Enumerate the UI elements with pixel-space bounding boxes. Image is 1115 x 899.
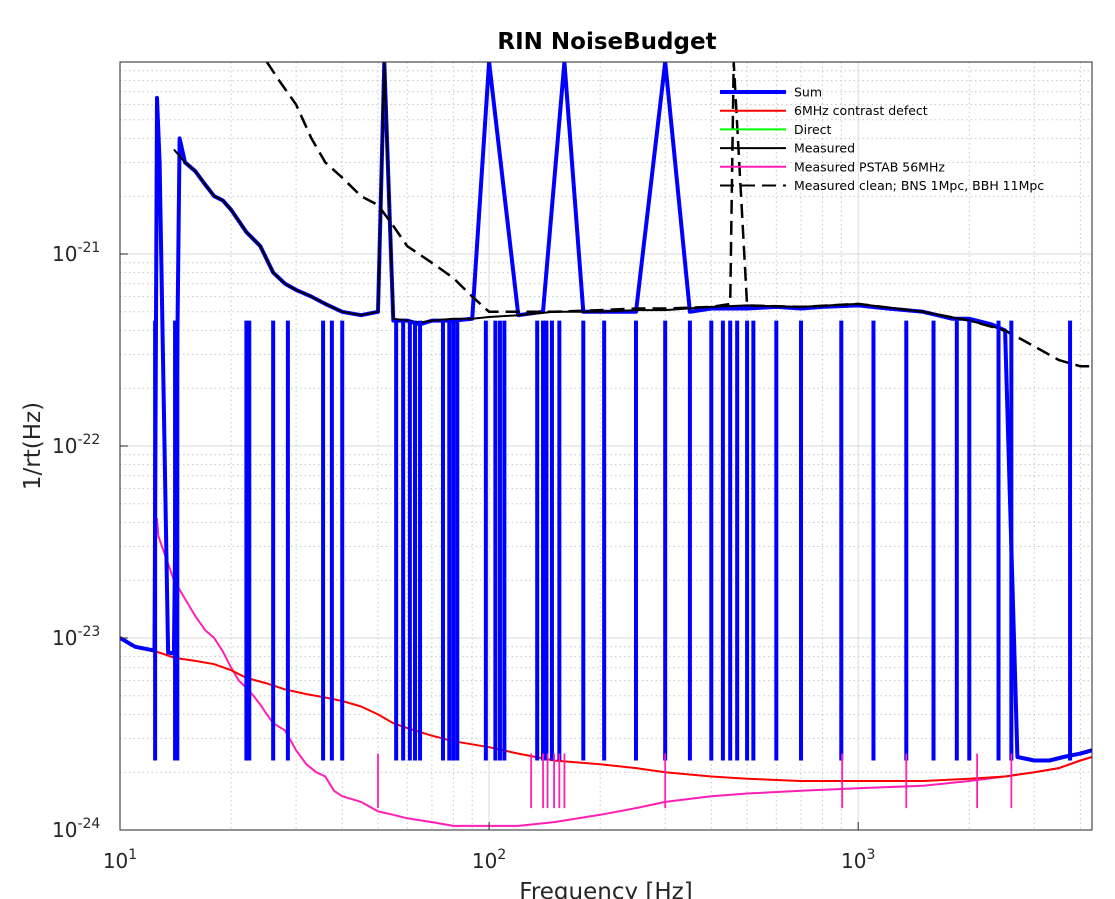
- legend-label-6mhz-contrast-defect: 6MHz contrast defect: [794, 103, 928, 118]
- y-tick-label: 10-24: [52, 816, 100, 842]
- legend-label-measured: Measured: [794, 141, 855, 156]
- x-tick-label: 102: [472, 847, 506, 873]
- legend-label-measured-clean-bns-1mpc-bbh-11mpc: Measured clean; BNS 1Mpc, BBH 11Mpc: [794, 178, 1044, 193]
- x-tick-label: 103: [841, 847, 875, 873]
- x-axis-label: Frequency [Hz]: [519, 879, 692, 899]
- x-tick-label: 101: [103, 847, 137, 873]
- chart-title: RIN NoiseBudget: [497, 29, 716, 55]
- y-tick-label: 10-22: [52, 432, 100, 458]
- y-tick-label: 10-23: [52, 624, 100, 650]
- y-tick-label: 10-21: [52, 240, 100, 266]
- series-line-measured-clean-bns-1mpc-bbh-11mpc: [265, 62, 1092, 368]
- series-layer: [120, 62, 1092, 827]
- y-axis-ticks: 10-24 10-23 10-22 10-21: [52, 240, 128, 842]
- legend-label-sum: Sum: [794, 85, 822, 100]
- legend-label-measured-pstab-56mhz: Measured PSTAB 56MHz: [794, 159, 945, 174]
- series-line-measured-pstab-56mhz: [156, 518, 1092, 827]
- legend: Sum 6MHz contrast defect Direct Measured Mea…: [720, 85, 1044, 193]
- x-axis-ticks: 101 102 103: [103, 822, 875, 873]
- legend-label-direct: Direct: [794, 122, 832, 137]
- series-line-6mhz-contrast-defect: [120, 637, 1092, 782]
- y-axis-label: 1/rt(Hz): [20, 402, 46, 490]
